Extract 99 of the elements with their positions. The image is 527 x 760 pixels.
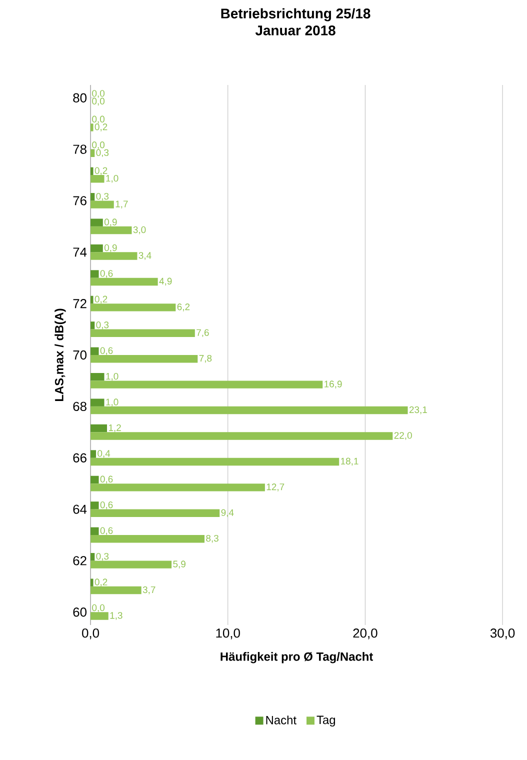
data-label: 1,0 bbox=[106, 398, 118, 406]
bar bbox=[90, 612, 109, 620]
bar bbox=[90, 424, 108, 432]
data-label: 0,3 bbox=[96, 322, 109, 330]
data-label: 22,0 bbox=[394, 432, 412, 440]
x-axis-title: Häufigkeit pro Ø Tag/Nacht bbox=[220, 652, 374, 664]
x-tick-label: 0,0 bbox=[82, 628, 100, 640]
data-label: 0,9 bbox=[104, 218, 118, 226]
bar bbox=[90, 175, 104, 183]
bar bbox=[90, 578, 94, 586]
data-label: 0,9 bbox=[104, 244, 118, 252]
data-label: 5,9 bbox=[173, 560, 186, 568]
y-tick-label: 72 bbox=[74, 299, 87, 308]
data-label: 0,2 bbox=[95, 124, 108, 132]
bar bbox=[90, 502, 100, 510]
data-label: 3,7 bbox=[143, 586, 156, 594]
chart-title: Betriebsrichtung 25/18 Januar 2018 bbox=[222, 8, 371, 36]
data-label: 23,1 bbox=[410, 406, 428, 414]
data-label: 3,4 bbox=[139, 252, 152, 260]
data-label: 1,3 bbox=[110, 612, 123, 620]
data-label: 0,0 bbox=[92, 98, 105, 106]
bar bbox=[90, 278, 158, 286]
data-label: 1,7 bbox=[116, 200, 128, 208]
bar bbox=[90, 193, 95, 201]
data-label: 6,2 bbox=[178, 304, 190, 312]
bar bbox=[90, 458, 340, 466]
bar bbox=[90, 372, 104, 381]
y-tick-label: 80 bbox=[73, 93, 87, 102]
bar bbox=[90, 552, 95, 561]
data-label: 0,2 bbox=[95, 578, 108, 586]
data-label: 0,0 bbox=[92, 116, 105, 124]
data-label: 0,0 bbox=[92, 142, 105, 150]
bar bbox=[90, 380, 323, 388]
bar bbox=[90, 476, 100, 484]
data-label: 16,9 bbox=[324, 380, 342, 388]
bar bbox=[90, 322, 95, 330]
y-tick-label: 68 bbox=[74, 402, 87, 412]
data-label: 9,4 bbox=[222, 509, 234, 518]
y-tick-label: 74 bbox=[74, 248, 87, 257]
data-label: 0,4 bbox=[98, 450, 110, 458]
bar bbox=[90, 226, 132, 234]
bar bbox=[90, 450, 96, 458]
legend-label: Tag bbox=[317, 716, 336, 727]
x-tick-label: 20,0 bbox=[353, 628, 378, 640]
y-axis-title: LAS,max / dB(A) bbox=[54, 308, 66, 402]
bar bbox=[90, 432, 393, 440]
bar bbox=[90, 406, 408, 414]
y-tick-label: 76 bbox=[74, 196, 87, 206]
bar bbox=[90, 167, 94, 175]
data-label: 0,0 bbox=[92, 90, 105, 98]
data-label: 7,8 bbox=[200, 354, 212, 363]
data-label: 0,2 bbox=[95, 167, 108, 176]
bar bbox=[90, 329, 196, 337]
y-tick-label: 60 bbox=[74, 608, 87, 617]
bar bbox=[90, 296, 94, 304]
data-label: 0,3 bbox=[96, 552, 109, 561]
data-label: 0,3 bbox=[96, 192, 109, 201]
bar bbox=[90, 527, 100, 535]
x-tick-label: 10,0 bbox=[216, 628, 240, 640]
bar bbox=[90, 252, 138, 260]
y-tick-label: 66 bbox=[74, 453, 87, 462]
data-label: 12,7 bbox=[267, 484, 284, 492]
bar bbox=[90, 534, 205, 543]
bar bbox=[90, 354, 198, 363]
bar bbox=[90, 560, 172, 568]
bar bbox=[90, 304, 176, 312]
bar bbox=[90, 398, 104, 406]
data-label: 7,6 bbox=[196, 329, 210, 338]
data-label: 18,1 bbox=[341, 458, 358, 466]
x-tick-label: 30,0 bbox=[490, 628, 515, 640]
data-label: 1,0 bbox=[106, 372, 118, 381]
data-label: 0,2 bbox=[95, 296, 108, 304]
data-label: 0,6 bbox=[100, 502, 113, 510]
y-tick-label: 78 bbox=[74, 144, 87, 154]
data-label: 0,3 bbox=[96, 149, 109, 158]
bar bbox=[90, 586, 142, 594]
bar bbox=[90, 149, 95, 157]
data-label: 4,9 bbox=[159, 278, 172, 286]
data-label: 3,0 bbox=[134, 226, 146, 234]
data-label: 0,6 bbox=[100, 527, 113, 536]
bar bbox=[90, 244, 104, 252]
bar bbox=[90, 347, 100, 355]
data-label: 0,6 bbox=[100, 270, 113, 278]
bar bbox=[90, 270, 100, 278]
data-label: 8,3 bbox=[206, 534, 219, 543]
data-label: 1,0 bbox=[106, 174, 118, 183]
bar bbox=[90, 218, 104, 226]
bar bbox=[90, 200, 114, 208]
y-tick-label: 62 bbox=[74, 556, 87, 566]
legend-label: Nacht bbox=[266, 716, 297, 724]
data-label: 0,0 bbox=[92, 604, 105, 612]
y-tick-label: 64 bbox=[74, 504, 87, 514]
bar bbox=[90, 509, 220, 517]
data-label: 0,6 bbox=[100, 347, 113, 356]
data-label: 1,2 bbox=[109, 424, 122, 432]
data-label: 0,6 bbox=[100, 476, 113, 484]
y-tick-label: 70 bbox=[74, 350, 87, 360]
bar bbox=[90, 484, 266, 492]
bar bbox=[90, 124, 94, 132]
